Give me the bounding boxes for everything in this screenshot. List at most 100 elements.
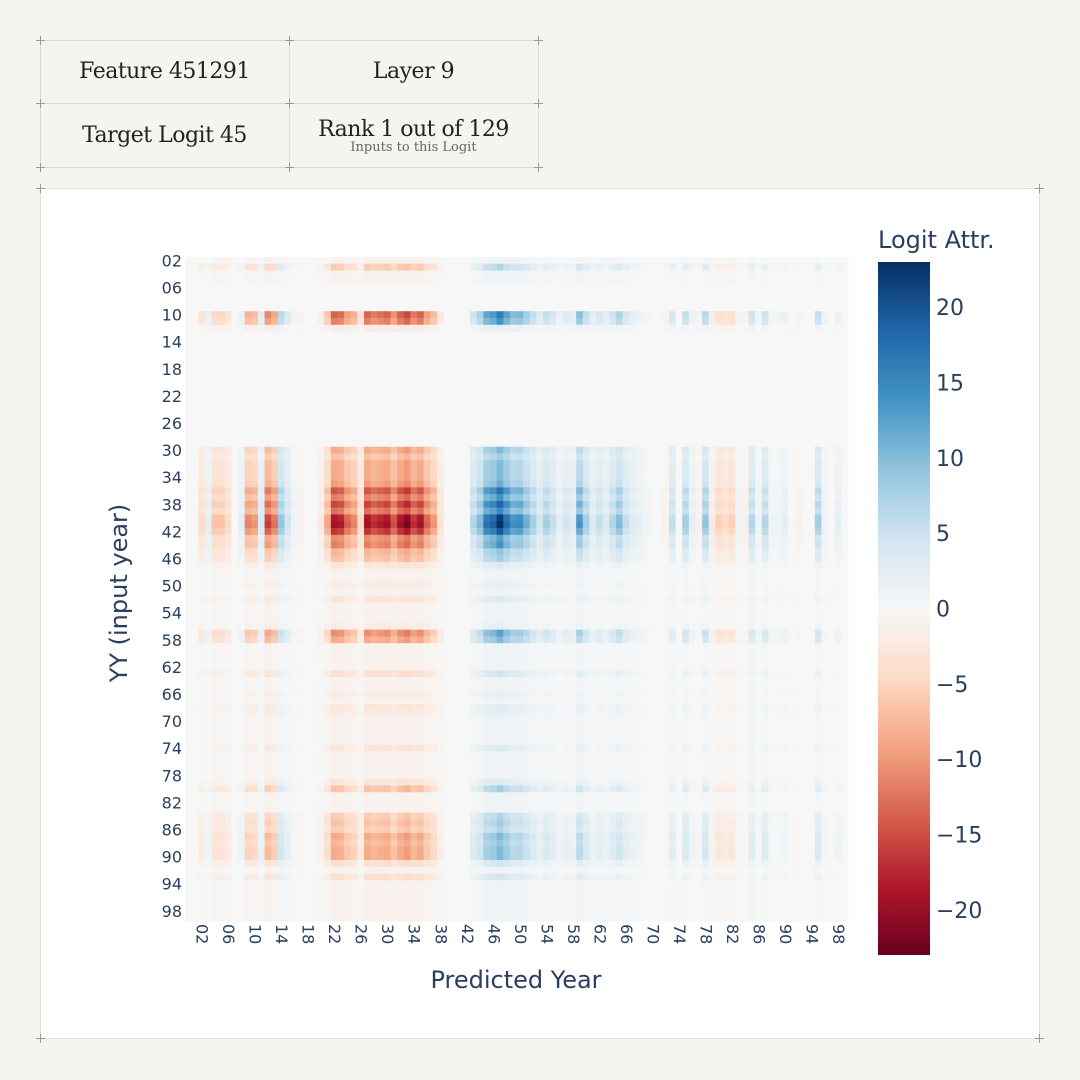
heatmap-cell	[562, 555, 571, 563]
heatmap-cell	[688, 378, 697, 387]
heatmap-cell	[417, 541, 425, 549]
heatmap-cell	[231, 568, 239, 577]
heatmap-cell	[615, 548, 624, 556]
heatmap-cell	[688, 311, 697, 319]
heatmap-cell	[543, 290, 551, 299]
heatmap-cell	[741, 480, 750, 488]
heatmap-cell	[516, 372, 524, 380]
heatmap-cell	[436, 297, 445, 306]
heatmap-cell	[244, 331, 252, 339]
heatmap-cell	[569, 548, 577, 556]
heatmap-cell	[443, 399, 451, 407]
heatmap-cell	[589, 358, 597, 367]
heatmap-cell	[370, 345, 378, 353]
heatmap-cell	[794, 317, 803, 326]
heatmap-cell	[543, 521, 551, 529]
heatmap-cell	[794, 439, 803, 448]
heatmap-cell	[841, 290, 849, 299]
heatmap-cell	[834, 365, 842, 373]
heatmap-cell	[748, 500, 756, 509]
heatmap-cell	[496, 324, 504, 333]
heatmap-cell	[775, 426, 783, 434]
heatmap-cell	[569, 433, 577, 441]
heatmap-cell	[688, 263, 697, 272]
heatmap-cell	[609, 284, 617, 292]
heatmap-cell	[344, 399, 352, 407]
heatmap-cell	[251, 257, 259, 265]
heatmap-cell	[483, 372, 491, 380]
heatmap-cell	[271, 453, 279, 461]
heatmap-cell	[582, 480, 591, 488]
heatmap-cell	[668, 548, 677, 556]
heatmap-cell	[231, 439, 239, 448]
heatmap-cell	[715, 270, 723, 278]
heatmap-cell	[642, 494, 650, 502]
heatmap-cell	[423, 378, 431, 387]
heatmap-cell	[430, 392, 438, 400]
heatmap-cell	[814, 473, 823, 482]
heatmap-cell	[662, 548, 670, 556]
heatmap-cell	[383, 500, 392, 509]
heatmap-cell	[443, 385, 451, 394]
heatmap-cell	[582, 419, 591, 427]
heatmap-cell	[284, 446, 292, 455]
heatmap-cell	[609, 358, 617, 367]
heatmap-cell	[257, 290, 266, 299]
heatmap-cell	[397, 406, 405, 414]
heatmap-cell	[788, 548, 796, 556]
heatmap-cell	[410, 480, 418, 488]
heatmap-cell	[708, 277, 716, 285]
heatmap-cell	[390, 561, 398, 570]
heatmap-cell	[708, 555, 716, 563]
heatmap-cell	[337, 460, 345, 468]
heatmap-cell	[576, 507, 584, 516]
heatmap-cell	[364, 304, 372, 312]
heatmap-cell	[198, 338, 206, 346]
heatmap-cell	[596, 297, 604, 306]
heatmap-cell	[251, 589, 259, 597]
heatmap-cell	[841, 460, 849, 468]
heatmap-cell	[735, 433, 743, 441]
heatmap-cell	[436, 317, 445, 326]
heatmap-cell	[735, 487, 743, 495]
heatmap-cell	[748, 378, 756, 387]
heatmap-cell	[556, 257, 564, 265]
heatmap-cell	[244, 433, 252, 441]
heatmap-cell	[224, 324, 233, 333]
heatmap-cell	[264, 365, 272, 373]
heatmap-cell	[602, 385, 610, 394]
heatmap-cell	[655, 331, 663, 339]
heatmap-cell	[529, 270, 537, 278]
heatmap-cell	[277, 372, 286, 380]
heatmap-cell	[198, 446, 206, 455]
heatmap-cell	[185, 392, 193, 400]
heatmap-cell	[543, 297, 551, 306]
heatmap-cell	[450, 311, 458, 319]
heatmap-cell	[423, 419, 431, 427]
heatmap-cell	[715, 290, 723, 299]
heatmap-cell	[741, 473, 750, 482]
heatmap-cell	[808, 338, 816, 346]
heatmap-cell	[536, 507, 544, 516]
heatmap-cell	[317, 514, 325, 522]
heatmap-cell	[841, 317, 849, 326]
heatmap-cell	[463, 480, 471, 488]
heatmap-cell	[609, 541, 617, 549]
heatmap-cell	[317, 406, 325, 414]
heatmap-cell	[277, 514, 286, 522]
heatmap-cell	[377, 412, 385, 421]
heatmap-cell	[662, 406, 670, 414]
heatmap-cell	[284, 514, 292, 522]
heatmap-cell	[821, 317, 829, 326]
heatmap-cell	[576, 297, 584, 306]
heatmap-cell	[397, 399, 405, 407]
heatmap-cell	[277, 412, 286, 421]
heatmap-cell	[198, 304, 206, 312]
heatmap-cell	[788, 399, 796, 407]
heatmap-cell	[403, 399, 412, 407]
heatmap-cell	[582, 521, 591, 529]
heatmap-cell	[291, 257, 299, 265]
heatmap-cell	[675, 582, 683, 590]
heatmap-cell	[344, 311, 352, 319]
heatmap-cell	[185, 331, 193, 339]
